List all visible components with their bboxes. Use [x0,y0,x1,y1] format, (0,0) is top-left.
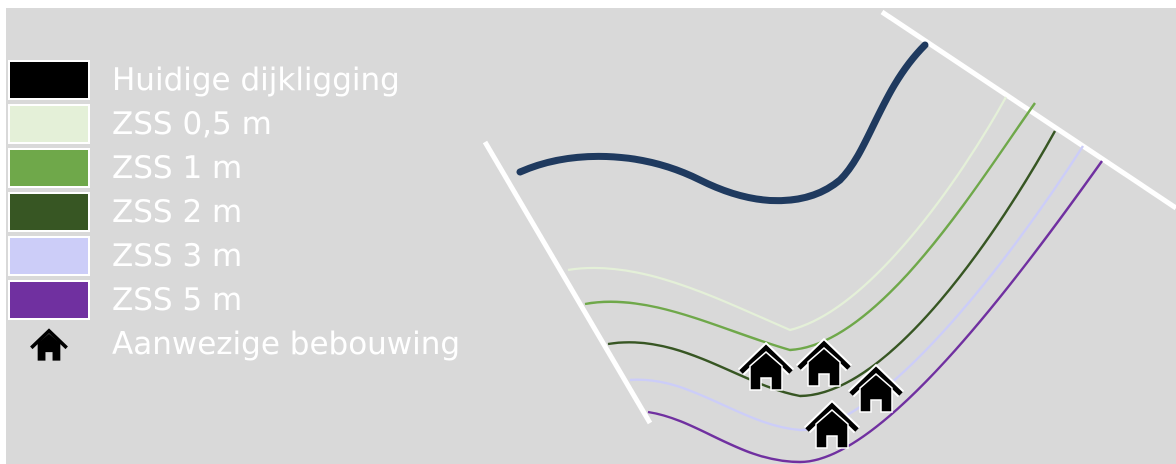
legend-item-zss-2: ZSS 2 m [8,190,528,234]
zss-5-m-line [647,160,1103,464]
legend-item-current-dike: Huidige dijkligging [8,58,528,102]
legend-item-zss-5: ZSS 5 m [8,278,528,322]
legend-label: ZSS 2 m [112,194,243,230]
zss-2-m-line [607,130,1057,398]
zss-0-5-m-line [567,96,1007,332]
legend-item-buildings: Aanwezige bebouwing [8,322,528,366]
legend-swatch-current-dike [8,60,90,100]
legend-label: Huidige dijkligging [112,62,400,98]
background [6,8,1176,464]
legend-item-zss-1: ZSS 1 m [8,146,528,190]
legend-label: ZSS 1 m [112,150,243,186]
legend-item-zss-0-5: ZSS 0,5 m [8,102,528,146]
legend-swatch-zss-0-5 [8,104,90,144]
legend-label: ZSS 0,5 m [112,106,272,142]
legend-swatch-zss-2 [8,192,90,232]
legend-item-zss-3: ZSS 3 m [8,234,528,278]
legend-swatch-zss-5 [8,280,90,320]
legend-swatch-zss-3 [8,236,90,276]
legend-label: ZSS 3 m [112,238,243,274]
legend-swatch-zss-1 [8,148,90,188]
legend-label: ZSS 5 m [112,282,243,318]
house-icon [30,328,68,361]
legend-label: Aanwezige bebouwing [112,326,461,362]
left-boundary-line [482,140,653,425]
zss-1-m-line [584,102,1036,352]
current-dike-line [516,41,929,205]
